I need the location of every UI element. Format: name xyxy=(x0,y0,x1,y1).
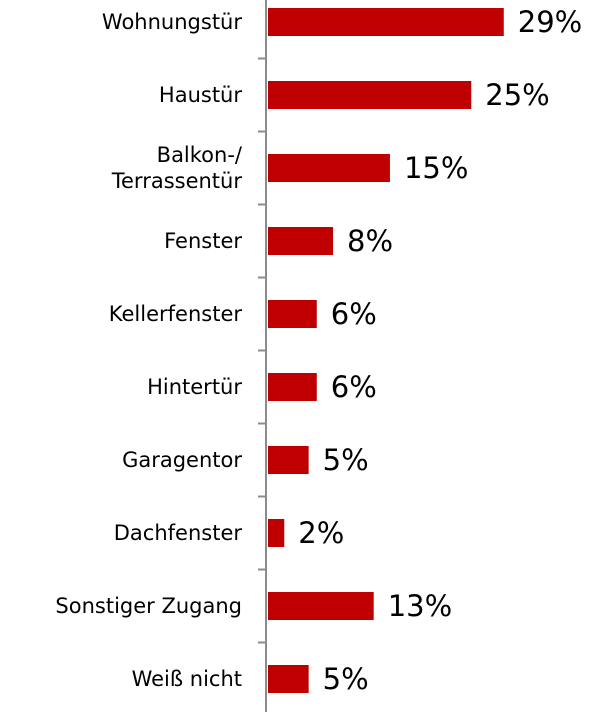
value-label: 13% xyxy=(387,589,453,623)
bar xyxy=(268,227,334,255)
value-label: 2% xyxy=(298,516,345,550)
category-label: Dachfenster xyxy=(113,521,242,545)
category-label: Haustür xyxy=(158,83,242,107)
value-label: 6% xyxy=(330,370,377,404)
bar xyxy=(268,665,309,693)
bar xyxy=(268,373,317,401)
value-label: 15% xyxy=(403,151,469,185)
value-label: 5% xyxy=(322,662,369,696)
category-label: Hintertür xyxy=(147,375,242,399)
value-label: 8% xyxy=(347,224,394,258)
bar xyxy=(268,446,309,474)
bar xyxy=(268,8,504,36)
category-label: Fenster xyxy=(164,229,242,253)
bar xyxy=(268,154,390,182)
bar xyxy=(268,519,285,547)
bar xyxy=(268,592,374,620)
value-label: 29% xyxy=(517,5,583,39)
value-label: 5% xyxy=(322,443,369,477)
bar xyxy=(268,300,317,328)
category-label: Balkon-/ Terrassentür xyxy=(111,143,242,193)
value-label: 6% xyxy=(330,297,377,331)
category-label: Weiß nicht xyxy=(131,667,242,691)
category-label: Garagentor xyxy=(122,448,242,472)
bar xyxy=(268,81,472,109)
category-label: Kellerfenster xyxy=(108,302,242,326)
value-label: 25% xyxy=(485,78,550,112)
category-label: Wohnungstür xyxy=(101,10,242,34)
category-label: Sonstiger Zugang xyxy=(55,594,242,618)
